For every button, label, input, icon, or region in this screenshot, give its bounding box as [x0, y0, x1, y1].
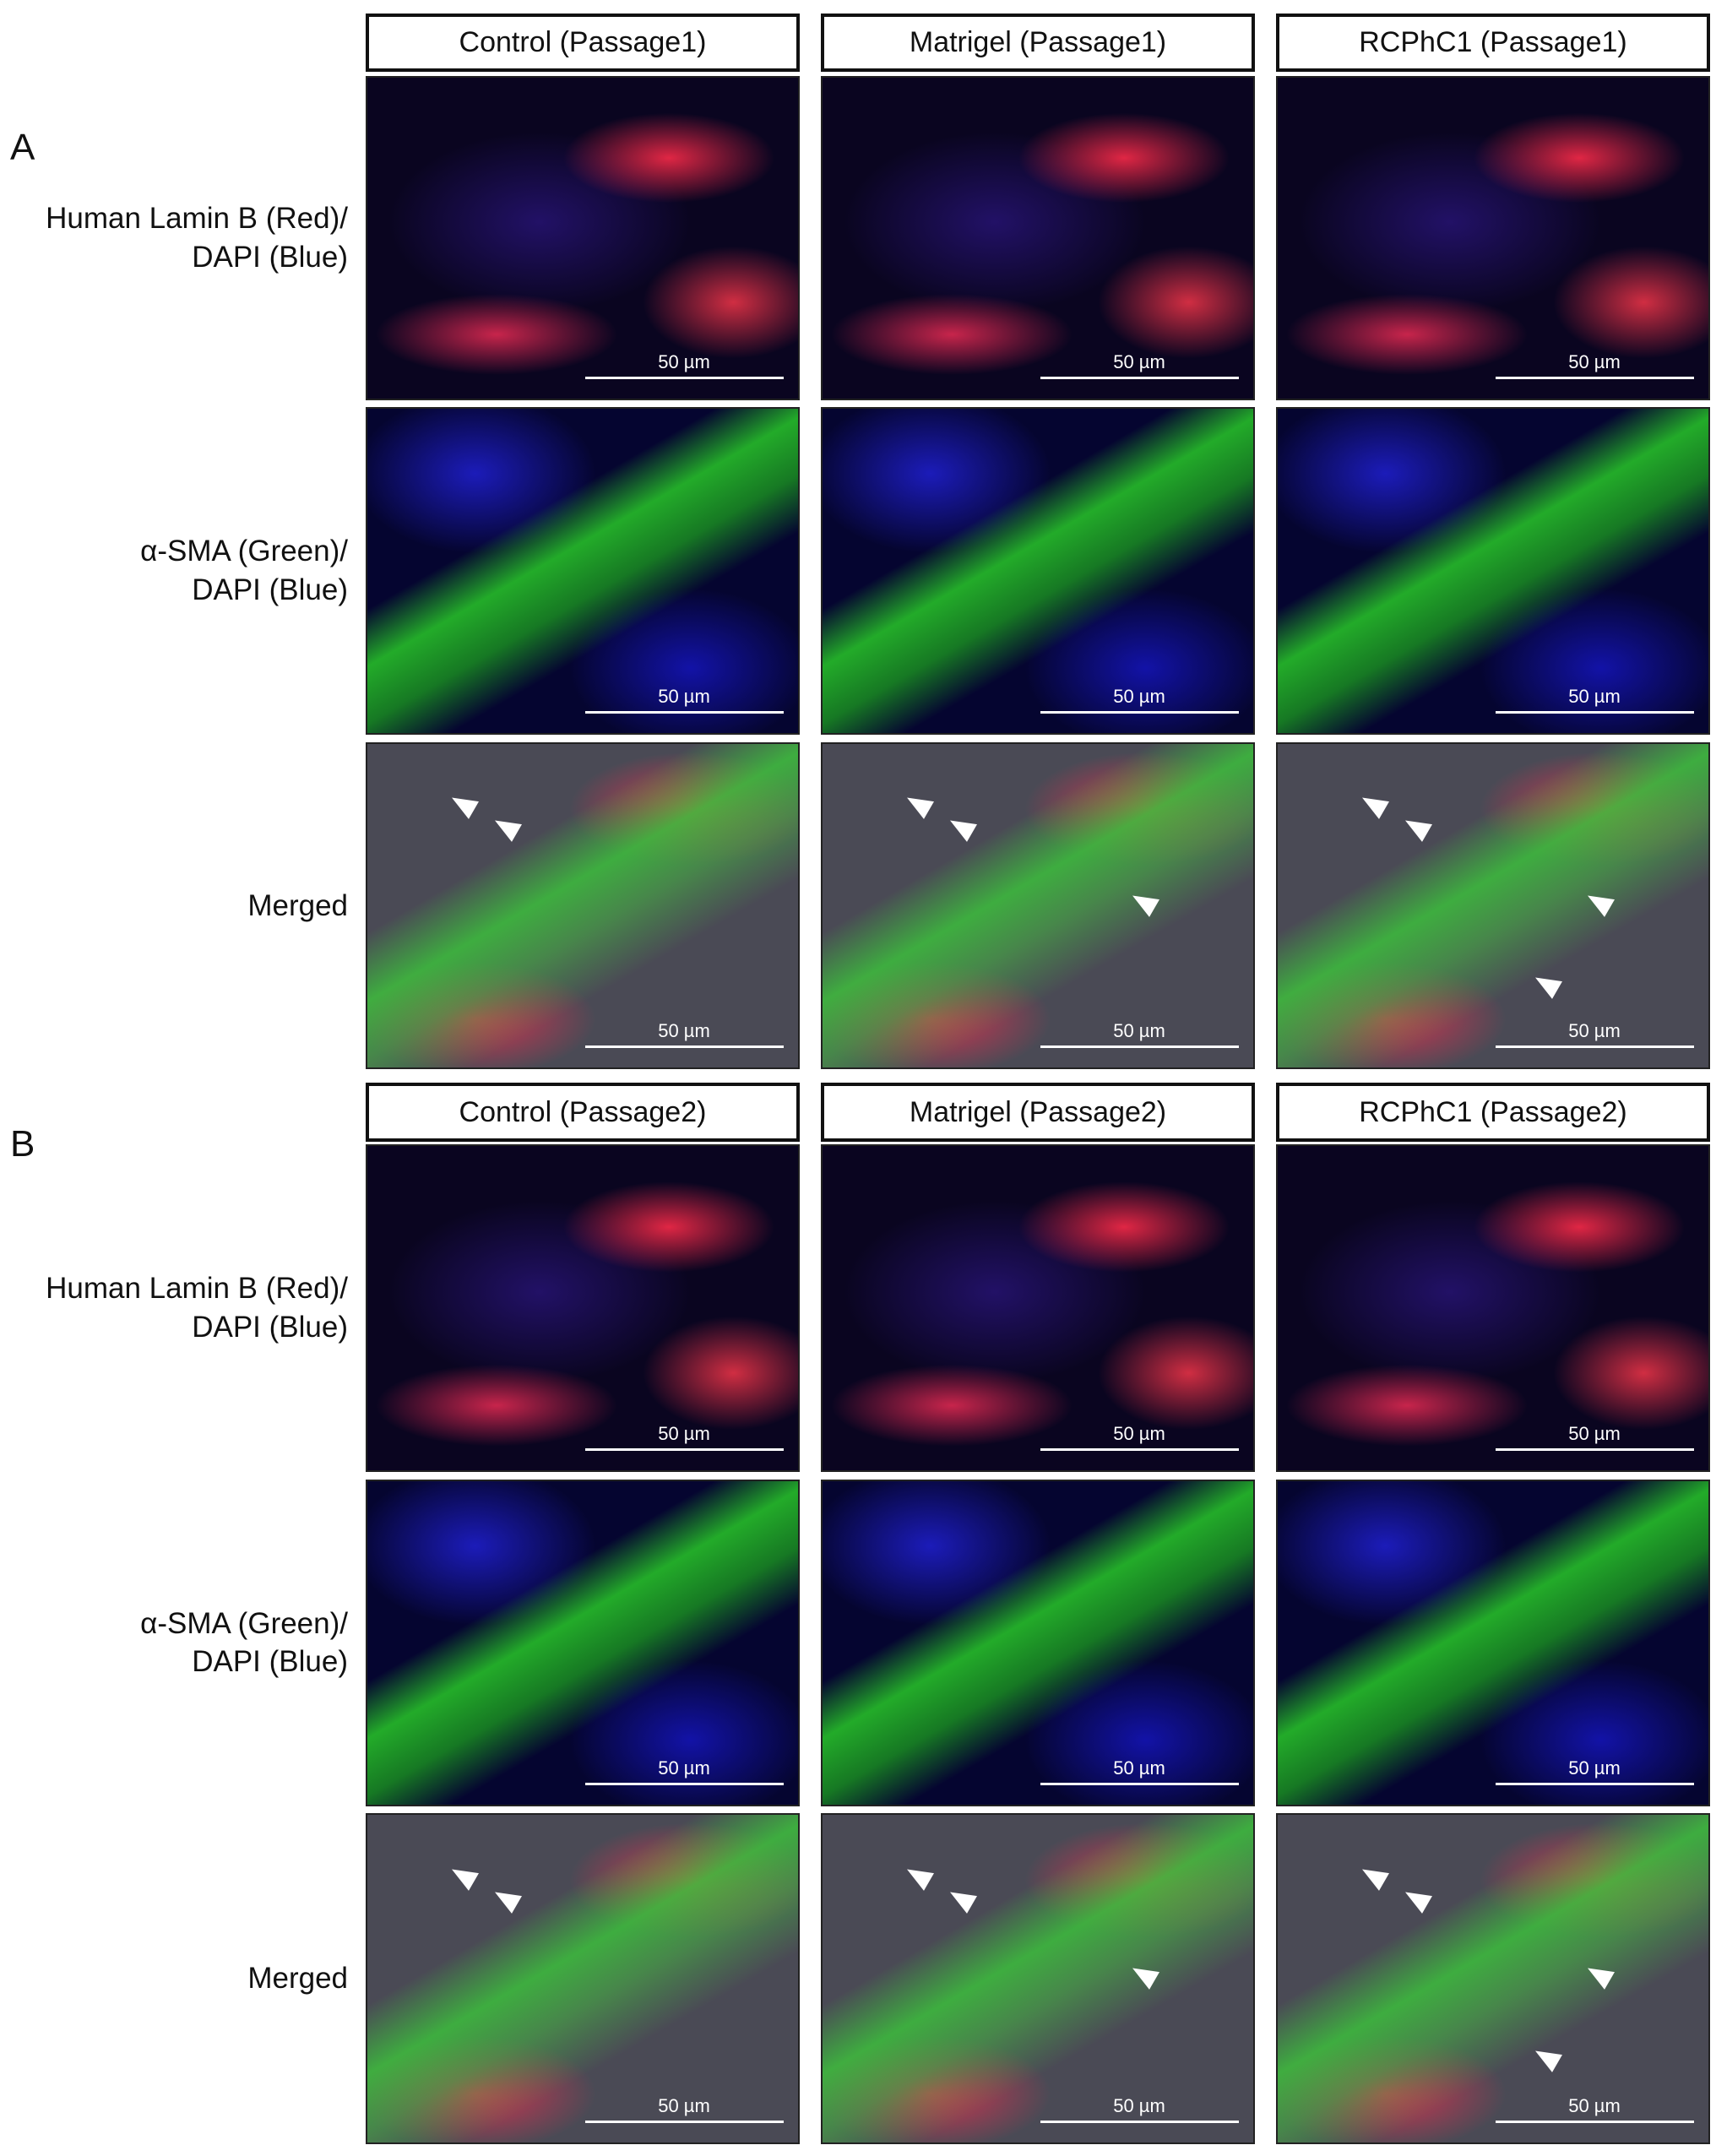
scale-bar-label: 50 µm [658, 1757, 710, 1779]
micrograph [366, 76, 800, 400]
scale-bar-label: 50 µm [658, 351, 710, 372]
scale-bar [1040, 377, 1239, 379]
micrograph [1276, 742, 1710, 1069]
scale-bar [585, 2121, 784, 2123]
column-header: RCPhC1 (Passage1) [1276, 14, 1710, 72]
scale-bar-label: 50 µm [658, 2095, 710, 2116]
micrograph [821, 1813, 1255, 2144]
micrograph [821, 407, 1255, 735]
scale-bar [1496, 2121, 1694, 2123]
row-label-line: Human Lamin B (Red)/ [46, 202, 348, 235]
row-label: Human Lamin B (Red)/ DAPI (Blue) [10, 1269, 348, 1346]
scale-bar-label: 50 µm [658, 1423, 710, 1444]
section-label: B [10, 1123, 35, 1165]
row-label-line: Merged [247, 1962, 348, 1995]
section-label: A [10, 127, 35, 168]
micrograph [1276, 1144, 1710, 1472]
row-label-line: DAPI (Blue) [192, 1645, 348, 1678]
scale-bar-label: 50 µm [1113, 686, 1165, 707]
scale-bar [585, 1448, 784, 1451]
row-label: α-SMA (Green)/ DAPI (Blue) [10, 1605, 348, 1681]
micrograph [821, 1144, 1255, 1472]
column-header: RCPhC1 (Passage2) [1276, 1083, 1710, 1142]
micrograph [366, 1480, 800, 1806]
scale-bar [585, 711, 784, 714]
scale-bar-label: 50 µm [658, 1020, 710, 1041]
scale-bar [1496, 711, 1694, 714]
row-label-line: DAPI (Blue) [192, 240, 348, 274]
micrograph [366, 742, 800, 1069]
scale-bar-label: 50 µm [1113, 351, 1165, 372]
scale-bar [585, 377, 784, 379]
scale-bar [1496, 1448, 1694, 1451]
column-header: Matrigel (Passage1) [821, 14, 1255, 72]
row-label: α-SMA (Green)/ DAPI (Blue) [10, 532, 348, 609]
micrograph [366, 1144, 800, 1472]
micrograph [821, 76, 1255, 400]
row-label-line: Merged [247, 888, 348, 922]
scale-bar-label: 50 µm [1568, 1020, 1621, 1041]
micrograph [821, 1480, 1255, 1806]
scale-bar-label: 50 µm [1568, 1423, 1621, 1444]
micrograph [821, 742, 1255, 1069]
scale-bar [1040, 1448, 1239, 1451]
row-label-line: Human Lamin B (Red)/ [46, 1272, 348, 1305]
scale-bar [1040, 2121, 1239, 2123]
row-label: Merged [10, 1959, 348, 1998]
column-header: Matrigel (Passage2) [821, 1083, 1255, 1142]
scale-bar [585, 1783, 784, 1785]
row-label-line: α-SMA (Green)/ [140, 535, 348, 568]
scale-bar [1496, 1783, 1694, 1785]
scale-bar-label: 50 µm [1113, 1757, 1165, 1779]
row-label-line: DAPI (Blue) [192, 573, 348, 606]
column-header: Control (Passage2) [366, 1083, 800, 1142]
scale-bar [1040, 1045, 1239, 1048]
row-label: Human Lamin B (Red)/ DAPI (Blue) [10, 199, 348, 276]
column-header: Control (Passage1) [366, 14, 800, 72]
scale-bar [585, 1045, 784, 1048]
scale-bar-label: 50 µm [1568, 2095, 1621, 2116]
micrograph [1276, 1813, 1710, 2144]
scale-bar [1496, 1045, 1694, 1048]
scale-bar [1040, 711, 1239, 714]
micrograph [1276, 407, 1710, 735]
scale-bar-label: 50 µm [1113, 1423, 1165, 1444]
scale-bar [1496, 377, 1694, 379]
micrograph [366, 1813, 800, 2144]
micrograph [1276, 76, 1710, 400]
scale-bar-label: 50 µm [1568, 351, 1621, 372]
row-label-line: DAPI (Blue) [192, 1310, 348, 1344]
scale-bar-label: 50 µm [1113, 2095, 1165, 2116]
micrograph [1276, 1480, 1710, 1806]
row-label: Merged [10, 887, 348, 926]
scale-bar [1040, 1783, 1239, 1785]
scale-bar-label: 50 µm [1568, 686, 1621, 707]
scale-bar-label: 50 µm [1113, 1020, 1165, 1041]
row-label-line: α-SMA (Green)/ [140, 1606, 348, 1640]
micrograph [366, 407, 800, 735]
scale-bar-label: 50 µm [1568, 1757, 1621, 1779]
scale-bar-label: 50 µm [658, 686, 710, 707]
